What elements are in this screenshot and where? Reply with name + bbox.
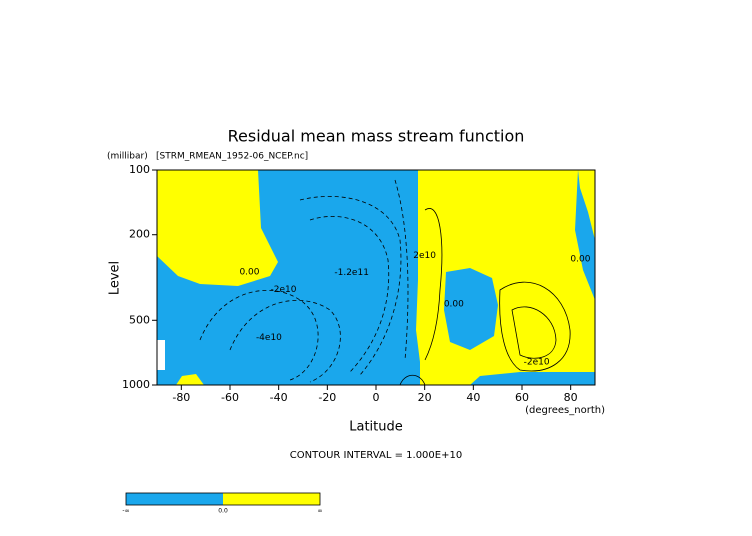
colorbar-label: 0.0 bbox=[218, 508, 228, 515]
y-units: (millibar) bbox=[107, 152, 148, 162]
contour-label: -4e10 bbox=[256, 333, 282, 343]
colorbar-positive bbox=[223, 493, 320, 505]
contour-label: 0.00 bbox=[444, 299, 464, 309]
x-tick-label: -80 bbox=[172, 391, 190, 404]
subtitle: [STRM_RMEAN_1952-06_NCEP.nc] bbox=[156, 152, 308, 162]
x-units: (degrees_north) bbox=[525, 405, 605, 416]
y-tick-label: 500 bbox=[129, 313, 150, 326]
colorbar-label: -∞ bbox=[122, 508, 129, 515]
y-tick-label: 1000 bbox=[122, 378, 150, 391]
x-tick-label: 20 bbox=[418, 391, 432, 404]
x-tick-label: 40 bbox=[466, 391, 480, 404]
contour-label: -2e10 bbox=[524, 357, 550, 367]
contour-field bbox=[157, 170, 595, 385]
x-tick-label: -20 bbox=[318, 391, 336, 404]
contour-label: 0.00 bbox=[239, 267, 259, 277]
contour-label: 0.00 bbox=[570, 255, 590, 265]
contour-interval-note: CONTOUR INTERVAL = 1.000E+10 bbox=[290, 450, 462, 461]
x-tick-label: 0 bbox=[373, 391, 380, 404]
contour-label: -2e10 bbox=[271, 285, 297, 295]
x-axis-label: Latitude bbox=[349, 420, 403, 435]
colorbar-negative bbox=[126, 493, 223, 505]
contour-label: -1.2e11 bbox=[334, 268, 369, 278]
x-tick-label: -60 bbox=[221, 391, 239, 404]
colorbar-frame bbox=[125, 492, 321, 506]
x-tick-label: -40 bbox=[270, 391, 288, 404]
x-tick-label: 60 bbox=[515, 391, 529, 404]
y-tick-label: 100 bbox=[129, 163, 150, 176]
y-tick-label: 200 bbox=[129, 228, 150, 241]
chart-title: Residual mean mass stream function bbox=[228, 127, 525, 146]
x-tick-label: 80 bbox=[564, 391, 578, 404]
contour-label: 2e10 bbox=[413, 251, 436, 261]
y-axis-label: Level bbox=[108, 261, 123, 295]
colorbar-label: ∞ bbox=[318, 508, 323, 515]
